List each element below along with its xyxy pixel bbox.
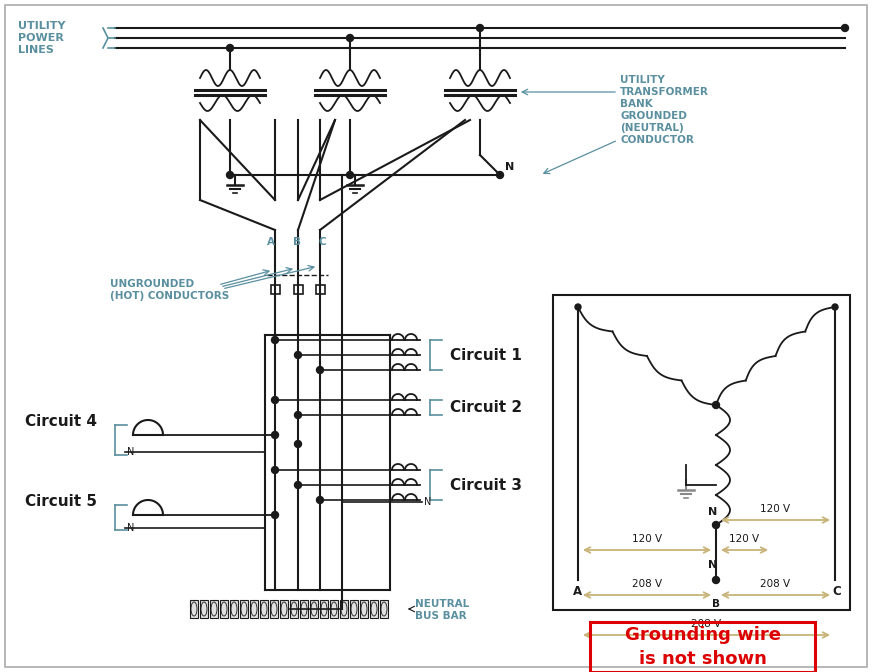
Circle shape: [712, 577, 719, 583]
Bar: [316, 285, 324, 294]
Text: GROUNDED
(NEUTRAL)
CONDUCTOR: GROUNDED (NEUTRAL) CONDUCTOR: [620, 112, 694, 144]
Circle shape: [496, 171, 503, 179]
Text: Circuit 1: Circuit 1: [450, 347, 521, 362]
Bar: [294, 285, 303, 294]
Bar: [270, 600, 278, 618]
Text: Circuit 2: Circuit 2: [450, 401, 522, 415]
Text: N: N: [505, 162, 514, 172]
Text: 120 V: 120 V: [632, 534, 662, 544]
Circle shape: [712, 521, 719, 528]
Text: UNGROUNDED
(HOT) CONDUCTORS: UNGROUNDED (HOT) CONDUCTORS: [110, 279, 229, 301]
Bar: [210, 600, 218, 618]
Bar: [360, 600, 368, 618]
Text: 120 V: 120 V: [760, 504, 791, 514]
Text: Grounding wire
is not shown: Grounding wire is not shown: [624, 626, 780, 668]
Circle shape: [346, 34, 353, 42]
Text: B: B: [293, 237, 301, 247]
Circle shape: [271, 396, 278, 403]
Circle shape: [271, 337, 278, 343]
Circle shape: [476, 24, 483, 32]
Circle shape: [295, 351, 302, 358]
Bar: [300, 600, 308, 618]
Text: Circuit 4: Circuit 4: [25, 415, 97, 429]
Text: N: N: [127, 447, 134, 457]
Text: A: A: [267, 237, 275, 247]
Bar: [310, 600, 318, 618]
Circle shape: [346, 171, 353, 179]
Bar: [200, 600, 208, 618]
Bar: [350, 600, 358, 618]
Text: 120 V: 120 V: [730, 534, 760, 544]
Bar: [320, 600, 328, 618]
Text: N: N: [708, 507, 718, 517]
Circle shape: [271, 511, 278, 519]
Circle shape: [575, 304, 581, 310]
Text: C: C: [832, 585, 841, 598]
Bar: [270, 285, 280, 294]
Bar: [190, 600, 198, 618]
Text: C: C: [318, 237, 326, 247]
Text: UTILITY
POWER
LINES: UTILITY POWER LINES: [18, 21, 65, 55]
Text: 208 V: 208 V: [691, 619, 721, 629]
Circle shape: [271, 466, 278, 474]
Text: Circuit 5: Circuit 5: [25, 495, 97, 509]
Bar: [260, 600, 268, 618]
Circle shape: [295, 441, 302, 448]
Text: B: B: [712, 599, 720, 609]
Text: Circuit 3: Circuit 3: [450, 478, 522, 493]
Bar: [380, 600, 388, 618]
Bar: [290, 600, 298, 618]
Circle shape: [227, 44, 234, 52]
Circle shape: [712, 401, 719, 409]
Bar: [590, 622, 815, 672]
Text: A: A: [573, 585, 582, 598]
Circle shape: [271, 431, 278, 439]
Text: 208 V: 208 V: [760, 579, 791, 589]
Circle shape: [295, 411, 302, 419]
Text: NEUTRAL
BUS BAR: NEUTRAL BUS BAR: [415, 599, 469, 621]
Bar: [340, 600, 348, 618]
Circle shape: [317, 497, 324, 503]
Circle shape: [841, 24, 848, 32]
Text: 208 V: 208 V: [632, 579, 662, 589]
Text: N: N: [424, 497, 432, 507]
Bar: [220, 600, 228, 618]
Bar: [330, 600, 338, 618]
Circle shape: [295, 482, 302, 489]
Bar: [230, 600, 238, 618]
Circle shape: [317, 366, 324, 374]
Bar: [280, 600, 288, 618]
Bar: [553, 295, 850, 610]
Text: UTILITY
TRANSFORMER
BANK: UTILITY TRANSFORMER BANK: [620, 75, 709, 109]
Bar: [240, 600, 248, 618]
Circle shape: [832, 304, 838, 310]
Bar: [250, 600, 258, 618]
Text: N: N: [127, 523, 134, 533]
Bar: [370, 600, 378, 618]
Circle shape: [227, 171, 234, 179]
Text: N: N: [708, 560, 718, 570]
